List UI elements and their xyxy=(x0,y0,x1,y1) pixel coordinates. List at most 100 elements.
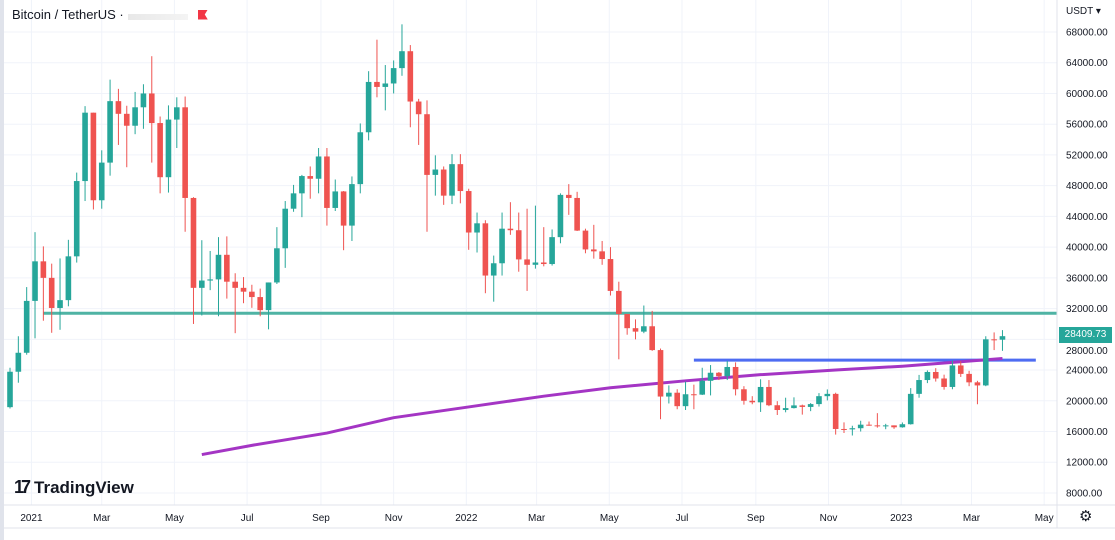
candle xyxy=(165,105,172,193)
candle-body xyxy=(891,425,897,428)
tradingview-logo[interactable]: 17 TradingView xyxy=(14,477,134,498)
candle-body xyxy=(874,425,881,427)
candle xyxy=(207,250,213,291)
tradingview-logo-icon: 17 xyxy=(14,477,31,497)
candle xyxy=(399,24,405,76)
drawn-lines xyxy=(43,311,1057,362)
candle-body xyxy=(607,259,614,291)
candle-body xyxy=(257,297,263,311)
candle-body xyxy=(799,405,806,407)
candle xyxy=(490,255,497,302)
symbol-title[interactable]: Bitcoin / TetherUS · xyxy=(12,7,208,22)
candle xyxy=(582,228,589,254)
candle xyxy=(816,393,822,407)
candle-body xyxy=(307,176,314,179)
candle-body xyxy=(457,164,464,192)
candle-body xyxy=(315,156,322,179)
x-tick-label: 2023 xyxy=(890,513,913,524)
candle xyxy=(691,384,697,410)
candle-body xyxy=(15,352,22,372)
candle-body xyxy=(482,223,489,276)
y-tick-label: 8000.00 xyxy=(1066,488,1103,499)
candle-body xyxy=(991,339,997,341)
candle xyxy=(157,116,163,194)
candle-body xyxy=(974,382,981,386)
y-tick-label: 48000.00 xyxy=(1066,181,1108,192)
candle xyxy=(274,227,280,285)
candle xyxy=(766,380,772,407)
candle xyxy=(415,98,422,145)
candle-body xyxy=(599,251,605,260)
candle xyxy=(916,374,922,398)
candle xyxy=(32,232,38,339)
candle xyxy=(257,288,263,317)
candle-body xyxy=(432,169,439,175)
x-tick-label: Jul xyxy=(241,513,254,524)
price-axis[interactable]: 68000.00 64000.00 60000.00 56000.00 52000.00… xyxy=(1066,28,1108,500)
candle xyxy=(841,422,847,434)
candle-body xyxy=(365,81,372,133)
candle-body xyxy=(324,156,330,208)
gear-icon[interactable]: ⚙ xyxy=(1079,508,1093,525)
candle xyxy=(440,166,447,205)
candle-body xyxy=(507,228,514,231)
candle-body xyxy=(757,386,764,403)
candle-body xyxy=(199,280,205,288)
candle-body xyxy=(399,51,405,69)
candle-body xyxy=(40,261,47,278)
time-axis[interactable]: 2021 Mar May Jul Sep Nov 2022 Mar May Jul Sep Nov 20… xyxy=(20,513,1053,524)
candle xyxy=(48,263,55,333)
candle-body xyxy=(816,396,822,405)
candle xyxy=(832,392,839,435)
candle-body xyxy=(232,281,238,288)
candle-body xyxy=(182,107,188,198)
candle xyxy=(666,385,672,404)
x-tick-label: Mar xyxy=(963,513,981,524)
candle-body xyxy=(591,249,597,252)
candle xyxy=(98,150,105,209)
candle-body xyxy=(23,300,30,353)
symbol-title-text: Bitcoin / TetherUS · xyxy=(12,7,124,22)
candle-body xyxy=(691,394,697,396)
candle xyxy=(424,100,430,232)
candle-body xyxy=(249,291,255,298)
candle xyxy=(340,191,347,251)
y-tick-label: 60000.00 xyxy=(1066,89,1108,100)
candle xyxy=(757,379,764,412)
candle xyxy=(215,237,222,317)
candle xyxy=(107,79,113,176)
candle xyxy=(532,205,539,269)
candle-body xyxy=(565,194,572,198)
left-border xyxy=(0,0,4,540)
candle xyxy=(924,370,931,384)
candle xyxy=(123,105,130,168)
candle xyxy=(465,188,472,250)
x-tick-label: May xyxy=(600,513,619,524)
candle-body xyxy=(624,313,630,329)
y-tick-label: 56000.00 xyxy=(1066,120,1108,131)
candle xyxy=(982,336,989,387)
candle xyxy=(307,166,314,199)
candle-body xyxy=(841,428,847,430)
x-tick-label: Sep xyxy=(747,513,765,524)
candle-body xyxy=(274,248,280,283)
candle xyxy=(641,305,647,334)
candle-body xyxy=(165,119,172,178)
red-flag-icon[interactable] xyxy=(197,9,208,20)
candle xyxy=(57,258,63,330)
candle xyxy=(332,179,339,212)
currency-unit[interactable]: USDT ▾ xyxy=(1066,6,1101,17)
candle xyxy=(365,71,372,141)
candle xyxy=(741,386,747,405)
candle xyxy=(15,336,22,383)
candle-body xyxy=(982,339,989,386)
candle-body xyxy=(465,191,472,233)
candle xyxy=(607,247,614,296)
candle-body xyxy=(207,279,213,281)
candle xyxy=(782,397,789,413)
candle xyxy=(682,381,689,411)
candle-body xyxy=(966,373,972,383)
candle xyxy=(799,404,806,415)
candle xyxy=(182,96,188,232)
